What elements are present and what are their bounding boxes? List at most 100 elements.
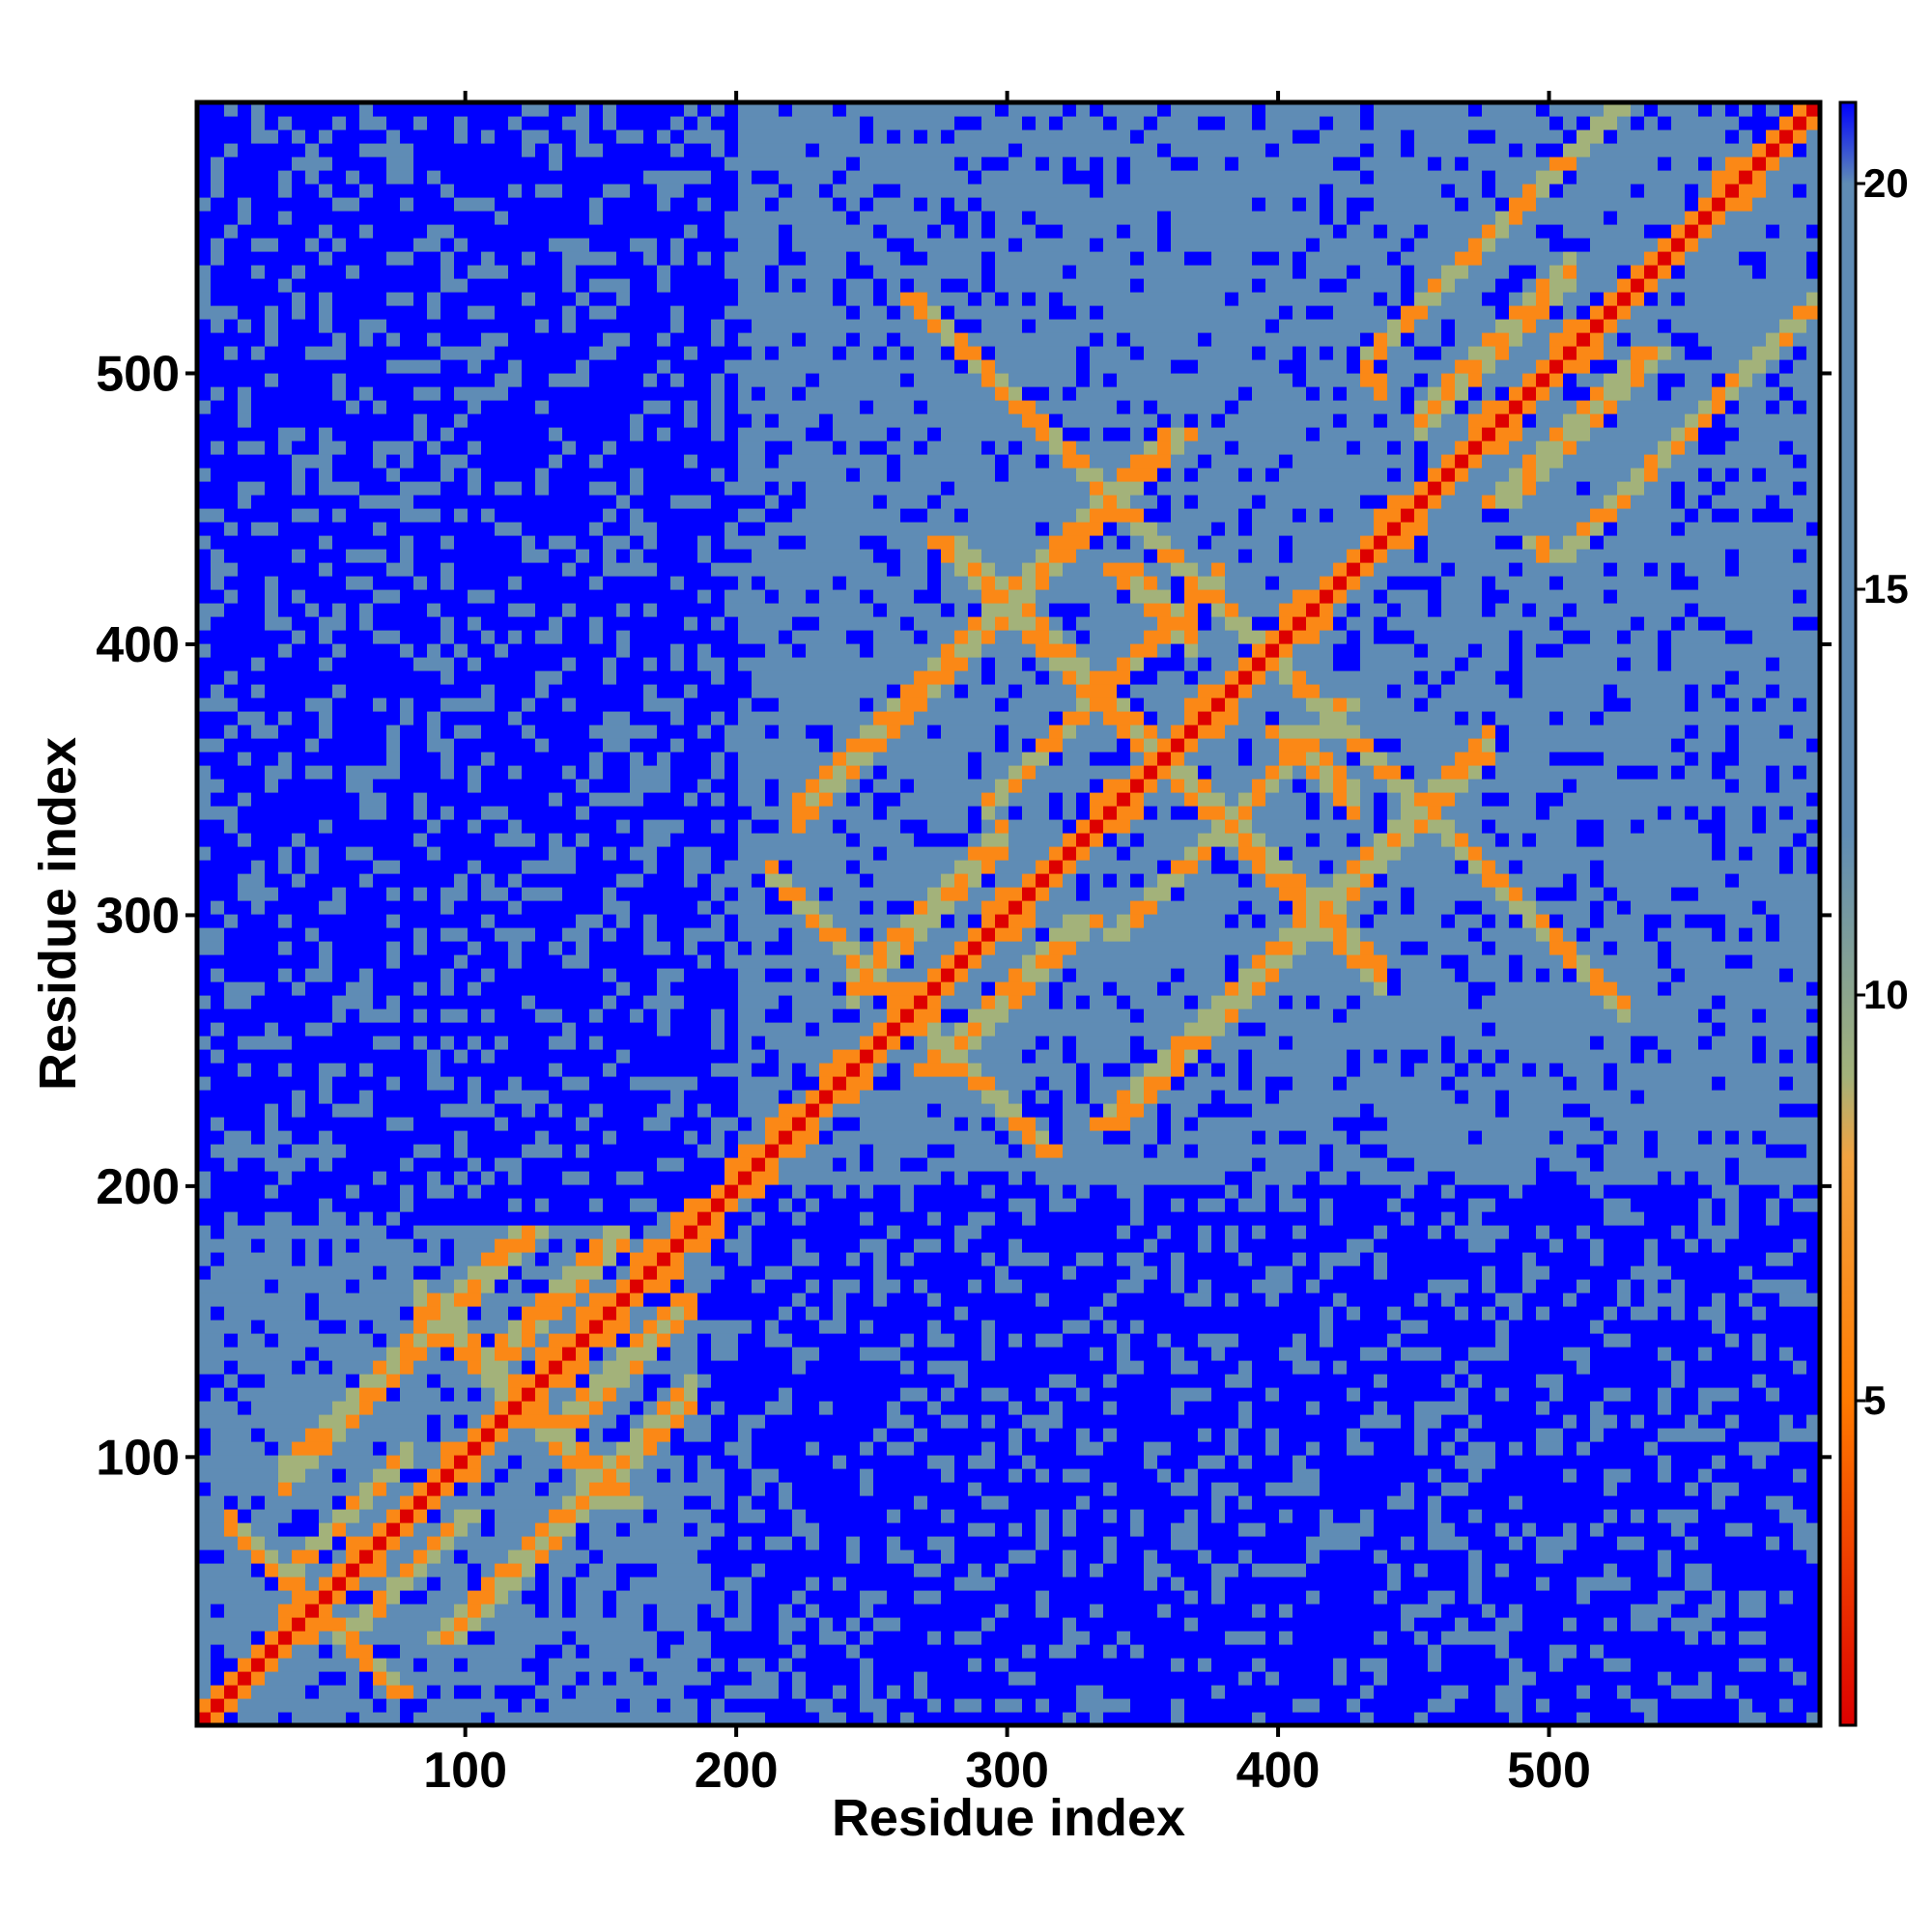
heatmap-cell <box>251 1265 266 1280</box>
heatmap-cell <box>238 603 252 617</box>
heatmap-cell <box>454 332 469 347</box>
heatmap-cell <box>481 1509 496 1523</box>
heatmap-cell <box>386 1374 401 1388</box>
heatmap-cell <box>454 1238 469 1253</box>
heatmap-cell <box>454 1698 469 1713</box>
heatmap-cell <box>400 1468 414 1483</box>
heatmap-cell <box>224 1401 239 1415</box>
heatmap-cell <box>643 1211 658 1226</box>
heatmap-cell <box>711 684 725 698</box>
heatmap-cell <box>752 1090 766 1104</box>
heatmap-cell <box>643 413 658 428</box>
heatmap-cell <box>400 292 414 306</box>
heatmap-cell <box>197 1171 212 1185</box>
heatmap-cell <box>549 819 563 834</box>
heatmap-cell <box>305 102 320 117</box>
heatmap-cell <box>738 184 753 198</box>
heatmap-cell <box>373 170 387 185</box>
heatmap-cell <box>508 1198 523 1212</box>
heatmap-cell <box>413 873 428 888</box>
heatmap-cell <box>495 1563 509 1577</box>
heatmap-cell <box>224 1036 239 1050</box>
heatmap-cell <box>603 143 617 157</box>
heatmap-cell <box>468 454 482 469</box>
heatmap-cell <box>211 860 225 874</box>
heatmap-cell <box>495 562 509 577</box>
heatmap-cell <box>224 1144 239 1158</box>
heatmap-cell <box>278 116 293 130</box>
heatmap-cell <box>454 968 469 982</box>
heatmap-cell <box>724 1130 739 1145</box>
heatmap-cell <box>481 1563 496 1577</box>
heatmap-cell <box>630 170 644 185</box>
heatmap-cell <box>603 1103 617 1118</box>
heatmap-cell <box>413 400 428 414</box>
heatmap-cell <box>413 1225 428 1239</box>
heatmap-cell <box>643 1617 658 1632</box>
heatmap-cell <box>562 1428 577 1442</box>
heatmap-cell <box>616 1103 631 1118</box>
heatmap-cell <box>427 495 441 509</box>
heatmap-cell <box>657 1171 671 1185</box>
heatmap-cell <box>359 265 374 279</box>
heatmap-cell <box>481 211 496 225</box>
heatmap-cell <box>697 1387 712 1402</box>
heatmap-cell <box>481 887 496 901</box>
heatmap-cell <box>400 1509 414 1523</box>
heatmap-cell <box>481 589 496 604</box>
heatmap-cell <box>724 927 739 942</box>
heatmap-cell <box>535 346 550 360</box>
heatmap-cell <box>238 1103 252 1118</box>
heatmap-cell <box>603 346 617 360</box>
heatmap-cell <box>305 779 320 793</box>
heatmap-cell <box>346 1577 360 1591</box>
heatmap-cell <box>454 1644 469 1659</box>
heatmap-cell <box>413 332 428 347</box>
heatmap-cell <box>697 1482 712 1496</box>
heatmap-cell <box>522 724 536 739</box>
heatmap-cell <box>332 305 347 320</box>
heatmap-cell <box>562 1590 577 1605</box>
heatmap-cell <box>657 238 671 252</box>
heatmap-cell <box>278 386 293 401</box>
heatmap-cell <box>630 1549 644 1564</box>
heatmap-cell <box>535 887 550 901</box>
heatmap-cell <box>657 954 671 969</box>
heatmap-cell <box>292 1401 306 1415</box>
heatmap-cell <box>278 1698 293 1713</box>
heatmap-cell <box>346 1265 360 1280</box>
heatmap-cell <box>562 1468 577 1483</box>
heatmap-cell <box>332 1144 347 1158</box>
heatmap-cell <box>319 359 333 374</box>
heatmap-cell <box>670 1414 685 1429</box>
heatmap-cell <box>549 1333 563 1348</box>
heatmap-cell <box>211 427 225 441</box>
heatmap-cell <box>738 1238 753 1253</box>
heatmap-cell <box>481 1333 496 1348</box>
heatmap-cell <box>589 1549 604 1564</box>
heatmap-cell <box>724 1604 739 1618</box>
heatmap-cell <box>468 1157 482 1172</box>
heatmap-cell <box>346 562 360 577</box>
heatmap-cell <box>738 1685 753 1699</box>
heatmap-cell <box>454 1522 469 1537</box>
heatmap-cell <box>440 1279 455 1293</box>
heatmap-cell <box>413 806 428 820</box>
heatmap-cell <box>332 1293 347 1307</box>
heatmap-cell <box>495 1130 509 1145</box>
heatmap-cell <box>603 1387 617 1402</box>
heatmap-cell <box>211 643 225 658</box>
heatmap-cell <box>616 603 631 617</box>
heatmap-cell <box>197 1549 212 1564</box>
heatmap-cell <box>738 1171 753 1185</box>
heatmap-cell <box>373 427 387 441</box>
heatmap-cell <box>495 1468 509 1483</box>
heatmap-cell <box>224 1685 239 1699</box>
heatmap-cell <box>657 468 671 482</box>
heatmap-cell <box>319 562 333 577</box>
heatmap-cell <box>319 278 333 293</box>
heatmap-cell <box>305 1063 320 1077</box>
heatmap-cell <box>359 129 374 144</box>
heatmap-cell <box>562 1401 577 1415</box>
heatmap-cell <box>738 440 753 455</box>
